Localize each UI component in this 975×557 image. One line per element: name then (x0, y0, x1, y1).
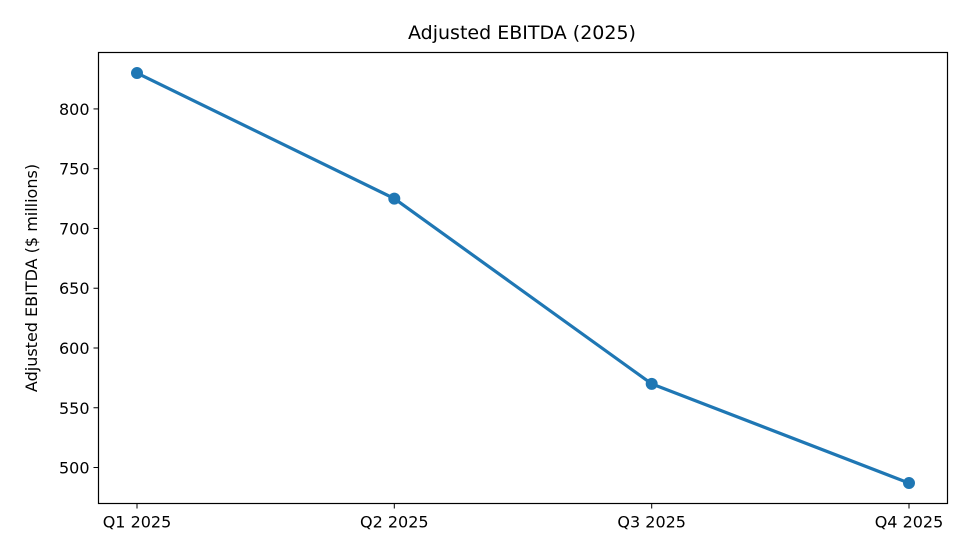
series-line (136, 71, 910, 485)
x-tick-label: Q3 2025 (617, 513, 686, 532)
y-tick-label: 700 (59, 219, 90, 238)
y-tick-label: 600 (59, 339, 90, 358)
plot-frame (97, 51, 949, 505)
x-tick-label: Q4 2025 (875, 513, 944, 532)
y-tick-label: 800 (59, 100, 90, 119)
x-tick-label: Q2 2025 (360, 513, 429, 532)
data-point (131, 67, 143, 80)
data-point (388, 192, 401, 205)
y-tick-label: 750 (59, 160, 90, 179)
y-tick-label: 650 (59, 279, 90, 298)
data-point (903, 477, 915, 490)
x-tick-label: Q1 2025 (103, 513, 172, 532)
y-axis-label: Adjusted EBITDA ($ millions) (22, 164, 41, 392)
data-point (645, 377, 658, 390)
y-tick-label: 500 (59, 459, 90, 478)
chart-title: Adjusted EBITDA (2025) (408, 22, 636, 44)
y-tick-label: 550 (59, 399, 90, 418)
